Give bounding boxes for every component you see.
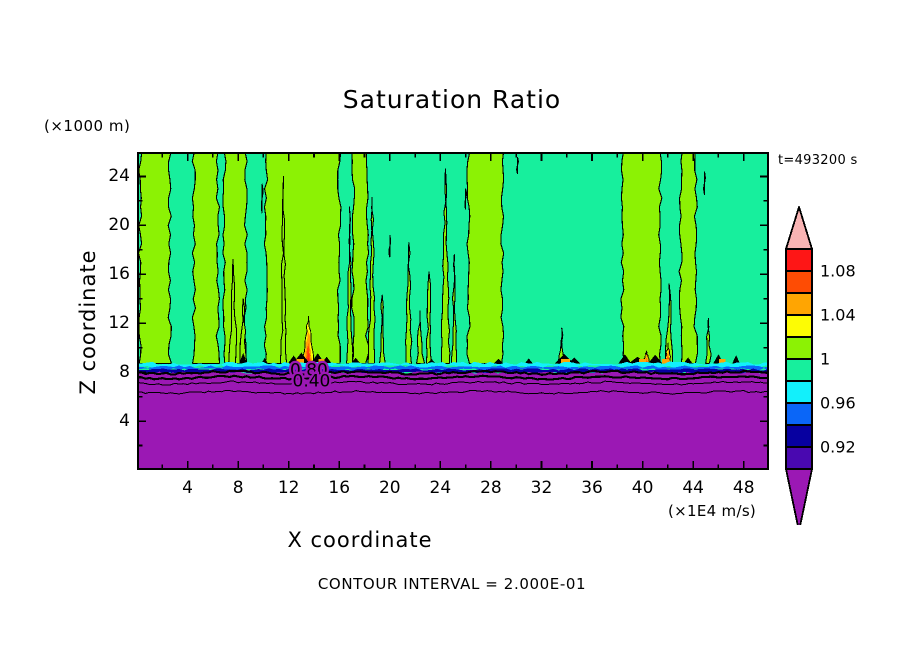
x-tick-label: 4 (182, 478, 193, 498)
y-axis-tick-labels: 4 8 12 16 20 24 (58, 152, 130, 470)
y-tick-label: 24 (108, 166, 130, 187)
y-tick-label: 8 (119, 362, 130, 383)
x-tick-label: 48 (732, 478, 755, 498)
colorbar-tick-label: 0.92 (820, 437, 856, 457)
colorbar-units-label: (×1E4 m/s) (668, 502, 757, 520)
x-tick-label: 12 (277, 478, 300, 498)
x-tick-label: 20 (378, 478, 401, 498)
colorbar-tick-label: 1.08 (820, 261, 856, 281)
page-title: Saturation Ratio (342, 85, 562, 114)
x-tick-label: 24 (429, 478, 452, 498)
x-axis-tick-labels: 4 8 12 16 20 24 28 32 36 40 44 48 (137, 478, 769, 502)
x-axis-title: X coordinate (287, 528, 433, 552)
svg-text:0.40: 0.40 (293, 371, 331, 391)
timestamp-label: t=493200 s (778, 153, 858, 168)
y-tick-label: 20 (108, 215, 130, 236)
x-tick-label: 32 (530, 478, 553, 498)
x-tick-label: 36 (581, 478, 603, 498)
svg-text:0.80: 0.80 (290, 360, 328, 380)
colorbar-swatches (785, 206, 813, 525)
x-tick-label: 16 (328, 478, 351, 498)
colorbar[interactable]: 1.08 1.04 1 0.96 0.92 (784, 205, 904, 525)
contour-interval-caption: CONTOUR INTERVAL = 2.000E-01 (317, 575, 587, 593)
x-tick-label: 44 (682, 478, 704, 498)
y-tick-label: 12 (108, 313, 130, 334)
x-tick-label: 8 (232, 478, 244, 498)
y-axis-units-label: (×1000 m) (44, 117, 131, 135)
y-tick-label: 4 (119, 411, 130, 432)
contour-plot[interactable]: 0.800.40 (137, 152, 769, 470)
colorbar-tick-label: 0.96 (820, 393, 856, 413)
x-tick-label: 40 (631, 478, 654, 498)
y-tick-label: 16 (108, 264, 130, 285)
colorbar-tick-label: 1 (820, 349, 831, 369)
x-tick-label: 28 (480, 478, 502, 498)
colorbar-tick-label: 1.04 (820, 305, 856, 325)
